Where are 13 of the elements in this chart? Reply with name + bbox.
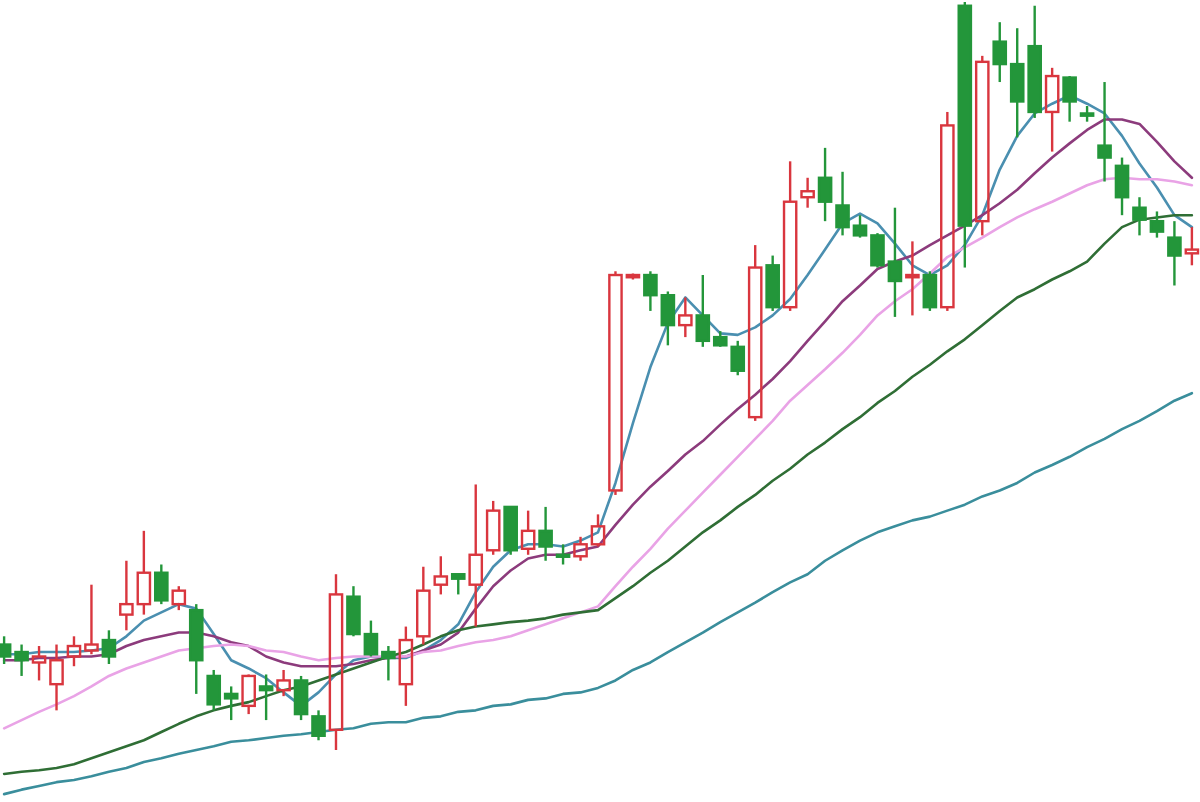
candlestick xyxy=(1097,80,1112,183)
candlestick xyxy=(468,483,484,628)
candlestick xyxy=(800,176,815,209)
candlestick xyxy=(940,110,955,313)
candlestick xyxy=(678,296,693,339)
candlestick xyxy=(1167,219,1182,287)
candlestick xyxy=(538,505,553,562)
candlestick xyxy=(765,254,780,313)
candlestick xyxy=(416,565,431,646)
candlestick xyxy=(905,240,920,317)
candlestick xyxy=(276,668,291,698)
candlestick xyxy=(328,573,344,752)
candlestick xyxy=(817,146,833,223)
